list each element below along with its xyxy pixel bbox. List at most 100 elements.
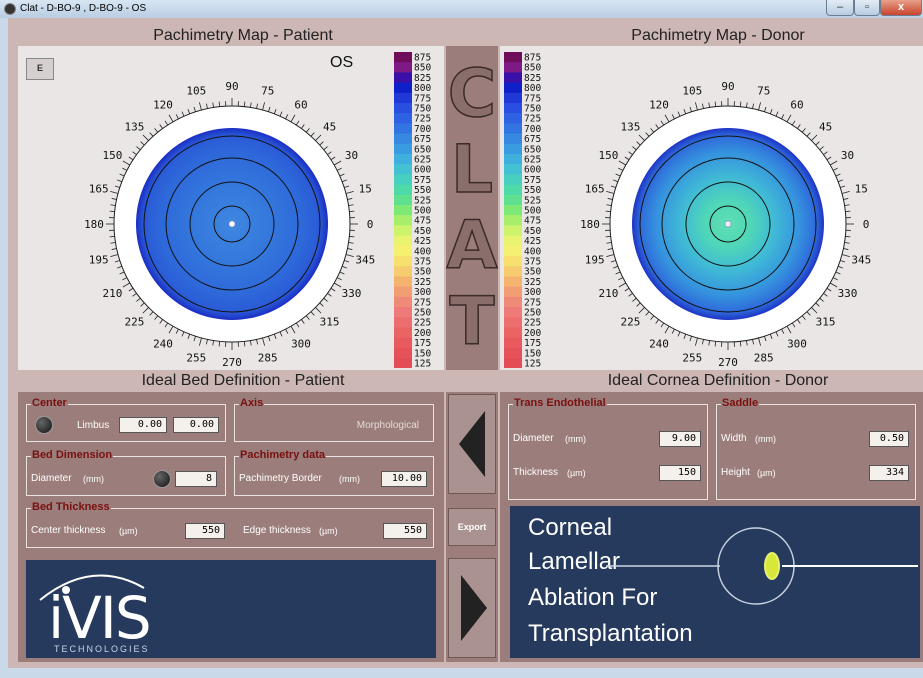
maximize-button[interactable]: ▫ <box>854 0 880 16</box>
scale-label: 350 <box>524 267 541 278</box>
donor-tick <box>841 191 850 194</box>
close-button[interactable]: x <box>880 0 922 16</box>
patient-tick <box>290 114 296 123</box>
patient-tick <box>342 265 347 269</box>
donor-tick <box>758 337 761 346</box>
client-area: Pachimetry Map - Patient Pachimetry Map … <box>8 18 923 668</box>
patient-tick <box>349 210 355 213</box>
donor-tick <box>746 102 748 108</box>
scale-swatch <box>504 52 522 63</box>
trans-thickness-field[interactable]: 150 <box>659 465 701 481</box>
patient-tick <box>262 102 265 111</box>
pachimetry-border-field[interactable]: 10.00 <box>381 471 427 487</box>
patient-tick <box>111 198 117 200</box>
patient-tick <box>119 271 125 275</box>
patient-tick <box>110 191 119 194</box>
patient-tick <box>310 132 315 137</box>
patient-tick <box>327 293 332 297</box>
scale-swatch <box>394 174 412 186</box>
app-eye-icon <box>4 3 16 15</box>
donor-angle-label: 15 <box>855 182 868 195</box>
scale-label: 175 <box>414 338 431 349</box>
patient-angle-label: 330 <box>342 287 362 300</box>
scale-swatch <box>504 82 522 94</box>
patient-tick <box>310 311 315 316</box>
patient-angle-label: 255 <box>186 351 206 364</box>
scale-label: 325 <box>524 277 541 288</box>
donor-tick <box>791 322 796 328</box>
donor-angle-label: 150 <box>599 149 619 162</box>
scale-swatch <box>394 327 412 339</box>
donor-tick <box>840 260 846 263</box>
trans-diameter-field[interactable]: 9.00 <box>659 431 701 447</box>
donor-tick <box>618 277 624 281</box>
scale-swatch <box>504 92 522 104</box>
patient-tick <box>339 173 345 177</box>
bed-definition-title: Ideal Bed Definition - Patient <box>141 372 345 389</box>
patient-tick <box>345 254 354 257</box>
donor-tick <box>840 185 846 188</box>
donor-tick <box>843 248 849 250</box>
center-thickness-field[interactable]: 550 <box>185 523 225 539</box>
scale-swatch <box>394 164 412 175</box>
patient-tick <box>114 260 120 263</box>
scale-label: 250 <box>524 308 541 319</box>
patient-tick <box>206 339 208 345</box>
bed-dimension-legend: Bed Dimension <box>31 449 114 461</box>
donor-angle-label: 180 <box>580 218 600 231</box>
center-knob[interactable] <box>35 416 53 434</box>
donor-tick <box>610 260 616 263</box>
saddle-height-label: Height <box>721 467 750 478</box>
minimize-button[interactable]: – <box>826 0 854 16</box>
limbus-y-field[interactable]: 0.00 <box>173 417 219 433</box>
patient-angle-label: 30 <box>345 149 358 162</box>
patient-tick <box>122 282 131 288</box>
donor-tick <box>797 319 801 324</box>
axis-group: Axis Morphological <box>234 397 434 442</box>
donor-tick <box>769 334 773 339</box>
scale-swatch <box>504 256 522 267</box>
patient-tick <box>109 210 115 213</box>
donor-tick <box>613 265 618 269</box>
donor-color-scale: 8758508258007757507257006756506256005755… <box>504 52 541 368</box>
donor-angle-label: 105 <box>682 85 702 98</box>
scale-label: 175 <box>524 338 541 349</box>
next-button[interactable] <box>448 558 496 658</box>
donor-tick <box>806 132 811 137</box>
saddle-width-field[interactable]: 0.50 <box>869 431 909 447</box>
donor-tick <box>806 311 811 316</box>
patient-tick <box>212 340 214 346</box>
patient-tick <box>349 235 355 238</box>
scale-swatch <box>394 113 412 124</box>
export-button[interactable]: Export <box>448 508 496 546</box>
patient-contour-1 <box>189 181 275 267</box>
patient-tick <box>164 322 169 328</box>
diameter-knob[interactable] <box>153 470 171 488</box>
donor-tick <box>636 141 641 146</box>
donor-tick <box>671 328 675 334</box>
patient-tick <box>319 141 324 146</box>
patient-tick <box>212 102 214 108</box>
diameter-field[interactable]: 8 <box>175 471 217 487</box>
e-button[interactable]: E <box>26 58 54 80</box>
scale-label: 675 <box>414 134 431 145</box>
donor-tick <box>819 146 824 151</box>
donor-angle-label: 60 <box>790 98 803 111</box>
saddle-legend: Saddle <box>721 397 760 409</box>
patient-tick <box>273 334 277 339</box>
edge-thickness-field[interactable]: 550 <box>383 523 427 539</box>
scale-label: 600 <box>414 165 431 176</box>
donor-tick <box>677 111 681 117</box>
donor-tick <box>841 254 850 257</box>
previous-button[interactable] <box>448 394 496 494</box>
donor-tick <box>655 124 659 129</box>
scale-swatch <box>394 317 412 328</box>
scale-swatch <box>394 52 412 63</box>
scale-swatch <box>394 358 412 368</box>
patient-tick <box>109 235 115 238</box>
saddle-height-field[interactable]: 334 <box>869 465 909 481</box>
patient-tick <box>187 109 191 114</box>
patient-tick <box>140 302 145 307</box>
scale-label: 200 <box>524 328 541 339</box>
limbus-x-field[interactable]: 0.00 <box>119 417 167 433</box>
